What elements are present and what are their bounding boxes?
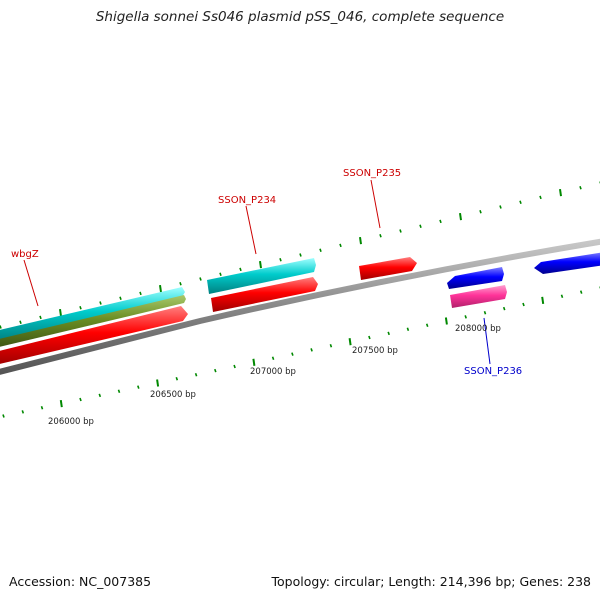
minor-tick	[199, 277, 202, 281]
major-tick	[59, 399, 63, 408]
gene-arrow	[359, 257, 417, 280]
major-tick	[159, 284, 162, 293]
minor-tick	[2, 414, 5, 418]
major-tick	[348, 338, 352, 346]
minor-tick	[233, 364, 236, 369]
major-tick	[259, 260, 262, 269]
minor-tick	[483, 311, 487, 315]
minor-tick	[99, 301, 102, 305]
minor-tick	[39, 315, 42, 320]
sequence-stats: Topology: circular; Length: 214,396 bp; …	[271, 574, 592, 589]
position-label: 207500 bp	[352, 346, 398, 356]
minor-tick	[387, 331, 390, 336]
position-label: 207000 bp	[250, 367, 296, 377]
minor-tick	[79, 306, 82, 310]
minor-tick	[399, 229, 402, 233]
minor-tick	[291, 352, 294, 356]
minor-tick	[175, 377, 179, 381]
gene-label: SSON_P235	[343, 168, 401, 179]
gene-arrow	[0, 287, 185, 340]
gene-arrow	[0, 295, 186, 347]
minor-tick	[98, 393, 102, 398]
minor-tick	[214, 368, 217, 373]
major-tick	[156, 379, 160, 387]
minor-tick	[519, 200, 522, 204]
minor-tick	[579, 290, 583, 294]
minor-tick	[117, 389, 121, 393]
minor-tick	[339, 243, 342, 248]
minor-tick	[310, 348, 313, 352]
minor-tick	[539, 195, 542, 200]
major-tick	[444, 317, 448, 325]
minor-tick	[194, 372, 198, 377]
minor-tick	[406, 327, 410, 332]
minor-tick	[40, 405, 44, 410]
minor-tick	[479, 210, 482, 214]
map-title: Shigella sonnei Ss046 plasmid pSS_046, c…	[95, 9, 505, 25]
minor-tick	[279, 258, 282, 262]
leader-line	[483, 317, 491, 365]
major-tick	[59, 308, 62, 317]
gene-label: SSON_P236	[464, 366, 522, 377]
minor-tick	[464, 315, 467, 319]
gene-label: SSON_P234	[218, 195, 276, 206]
minor-tick	[560, 294, 564, 299]
minor-tick	[419, 224, 422, 228]
gene-label: wbgZ	[11, 249, 39, 260]
minor-tick	[0, 325, 2, 329]
minor-tick	[499, 205, 502, 209]
major-tick	[252, 358, 256, 366]
accession-text: Accession: NC_007385	[9, 574, 152, 589]
minor-tick	[79, 397, 82, 402]
gene-arrow	[211, 277, 318, 312]
major-tick	[359, 236, 362, 245]
minor-tick	[119, 296, 122, 300]
gene-features	[0, 252, 600, 364]
minor-tick	[239, 267, 242, 272]
minor-tick	[319, 248, 322, 252]
gene-arrow	[0, 306, 188, 364]
gene-arrow	[207, 258, 316, 294]
position-label: 208000 bp	[455, 324, 501, 334]
leader-line	[23, 259, 39, 307]
minor-tick	[425, 323, 429, 327]
minor-tick	[299, 253, 302, 257]
minor-tick	[379, 234, 382, 238]
gene-labels: wbgZ SSON_P234 SSON_P235 SSON_P236	[11, 168, 522, 377]
minor-tick	[19, 320, 22, 324]
minor-tick	[329, 344, 333, 348]
minor-tick	[368, 335, 371, 340]
gene-arrow	[534, 252, 600, 274]
minor-tick	[522, 302, 525, 307]
minor-tick	[439, 219, 442, 224]
minor-tick	[579, 186, 582, 190]
backbone	[0, 238, 600, 375]
gene-label-leaders	[23, 179, 491, 365]
gene-arrow	[447, 267, 504, 289]
major-tick	[559, 188, 562, 197]
position-labels: 206000 bp 206500 bp 207000 bp 207500 bp 2080…	[48, 324, 501, 427]
minor-tick	[139, 291, 142, 296]
minor-tick	[137, 385, 140, 389]
major-tick	[459, 212, 462, 221]
major-tick	[541, 296, 545, 305]
position-label: 206500 bp	[150, 390, 196, 400]
tick-marks	[0, 181, 600, 418]
minor-tick	[219, 272, 222, 276]
leader-line	[370, 179, 381, 229]
minor-tick	[21, 410, 25, 414]
minor-tick	[502, 306, 506, 311]
minor-tick	[271, 356, 275, 360]
gene-arrow	[450, 285, 507, 308]
position-label: 206000 bp	[48, 417, 94, 427]
leader-line	[245, 205, 257, 255]
minor-tick	[179, 282, 182, 286]
